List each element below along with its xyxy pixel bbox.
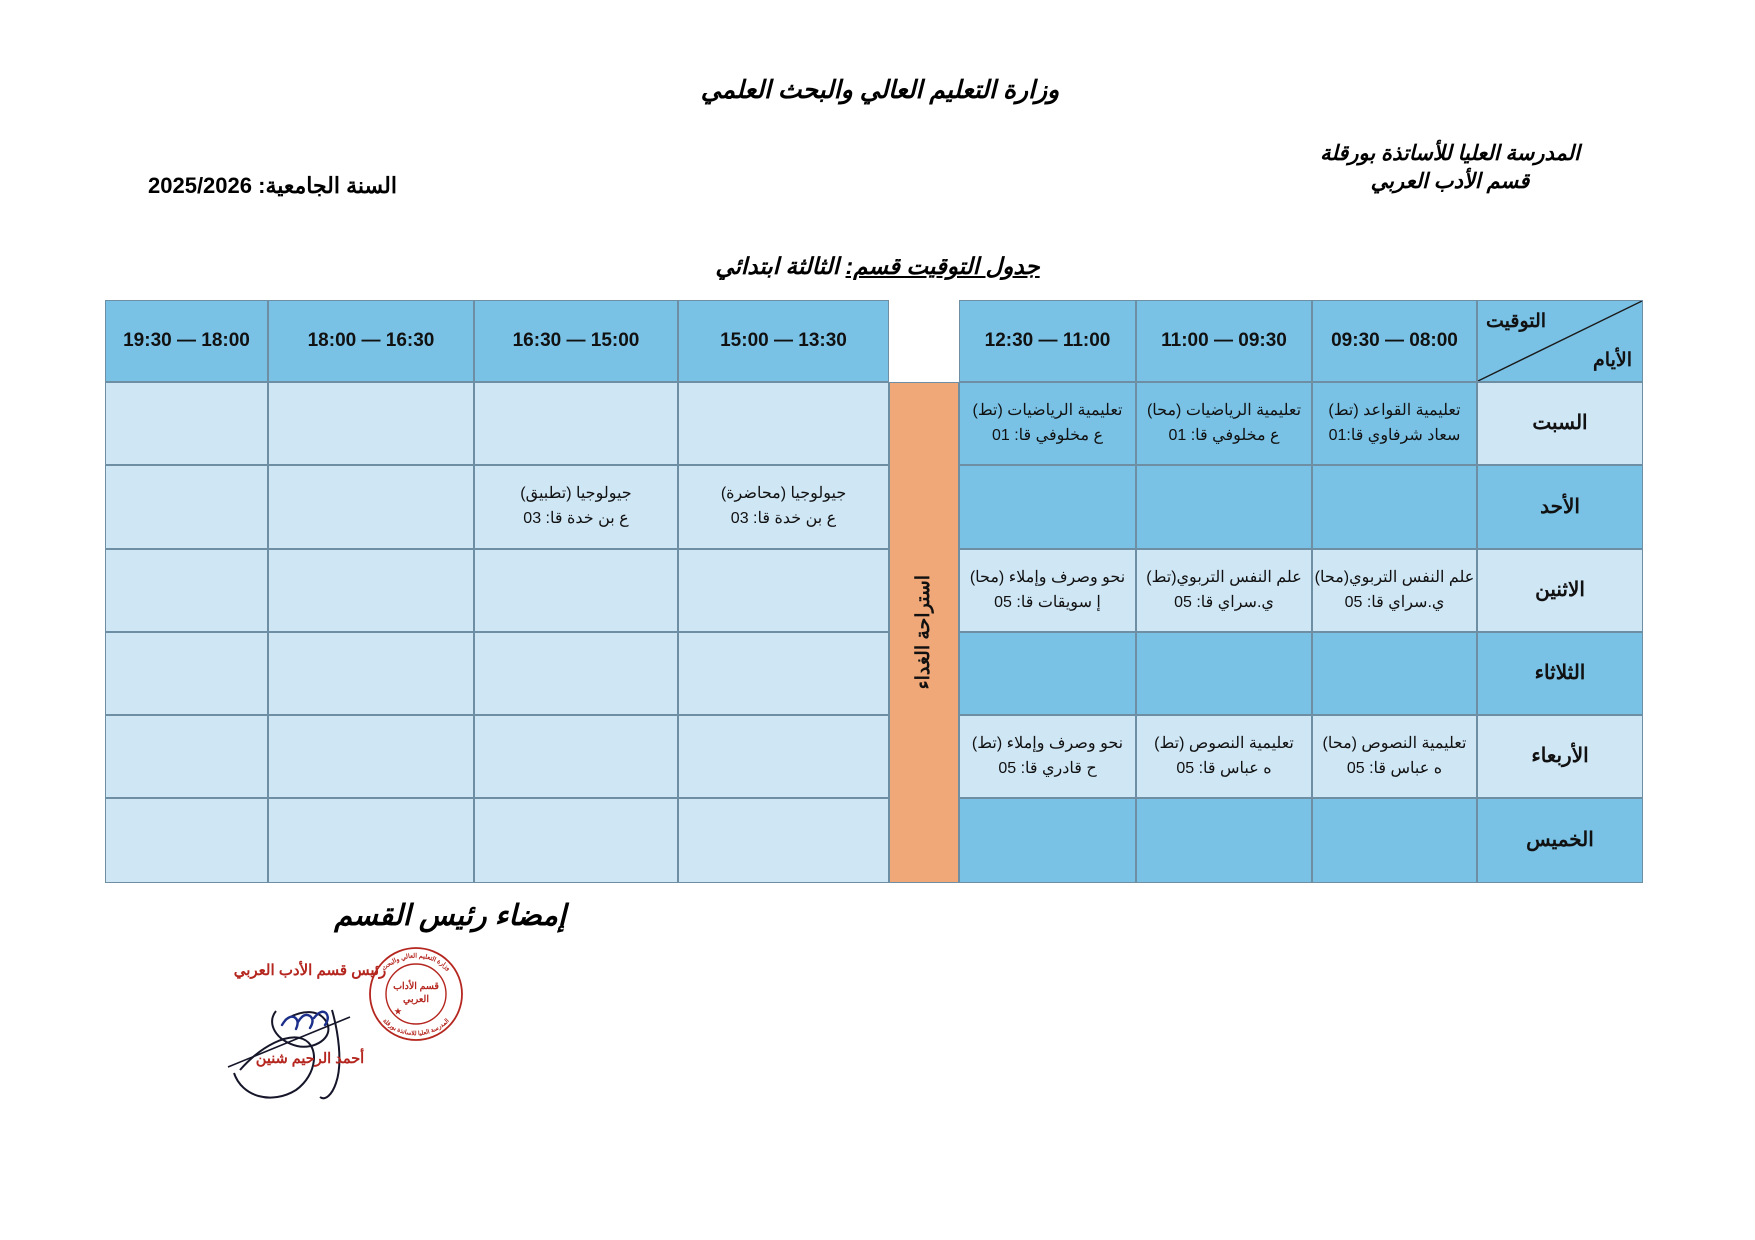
svg-text:رئيس قسم الأدب العربي: رئيس قسم الأدب العربي xyxy=(234,960,387,980)
svg-text:★: ★ xyxy=(394,1007,402,1016)
svg-text:أحمد الرحيم شنين: أحمد الرحيم شنين xyxy=(256,1047,364,1067)
svg-text:قسم الأداب: قسم الأداب xyxy=(393,980,439,992)
svg-text:العربي: العربي xyxy=(403,994,429,1005)
svg-text:المدرسة العليا للاساتذة بورقلة: المدرسة العليا للاساتذة بورقلة xyxy=(381,1017,451,1037)
